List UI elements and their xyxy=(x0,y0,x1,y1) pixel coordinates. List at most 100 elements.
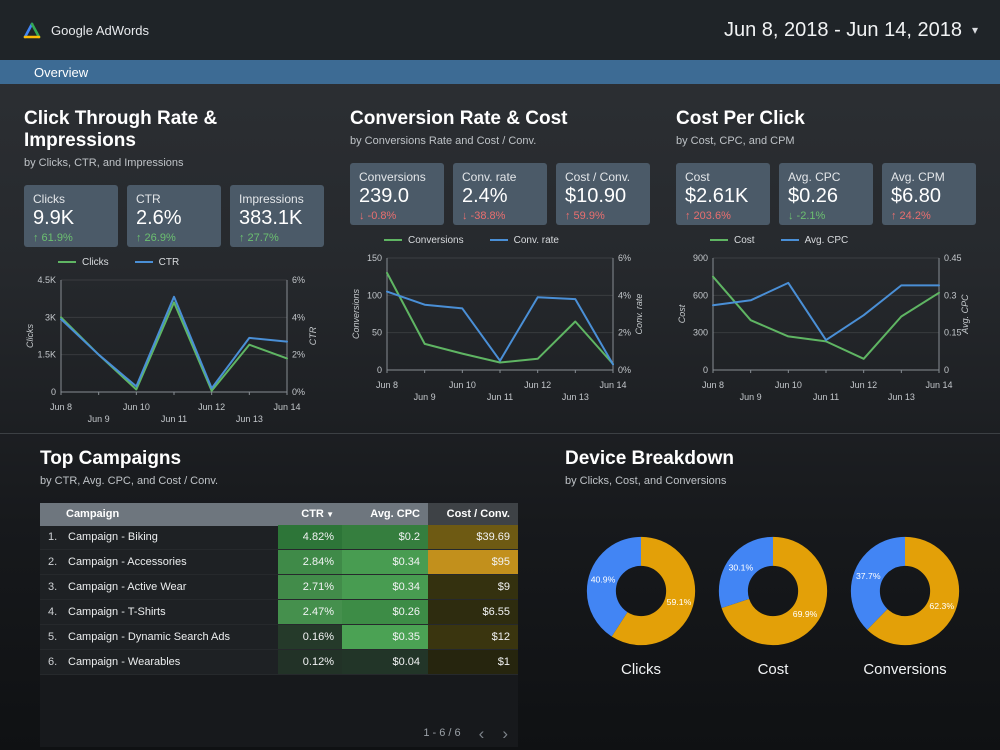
cost-conv-cell: $9 xyxy=(428,575,518,599)
table-row: 3. Campaign - Active Wear 2.71% $0.34 $9 xyxy=(40,575,518,600)
svg-text:Jun 10: Jun 10 xyxy=(123,402,150,412)
donut-chart-svg: 59.1% 40.9% xyxy=(586,536,696,646)
svg-text:Jun 12: Jun 12 xyxy=(198,402,225,412)
cpc-cell: $0.34 xyxy=(342,550,428,574)
svg-text:0: 0 xyxy=(944,365,949,375)
table-body: 1. Campaign - Biking 4.82% $0.2 $39.69 2. Camp… xyxy=(40,525,518,675)
scorecard-delta: ↑ 24.2% xyxy=(891,210,931,222)
brand: Google AdWords xyxy=(22,21,149,40)
scorecard-value: $10.90 xyxy=(565,185,627,207)
section-subtitle: by Clicks, Cost, and Conversions xyxy=(565,475,727,487)
section-subtitle: by CTR, Avg. CPC, and Cost / Conv. xyxy=(40,475,219,487)
legend-swatch xyxy=(384,239,402,242)
svg-text:Jun 12: Jun 12 xyxy=(524,380,551,390)
campaign-cell: 1. Campaign - Biking xyxy=(40,525,278,549)
series-avg-cpc xyxy=(712,281,940,342)
section-subtitle: by Clicks, CTR, and Impressions xyxy=(24,157,184,169)
donut-slice xyxy=(586,536,696,646)
svg-text:Clicks: Clicks xyxy=(25,324,35,348)
ctr-cell: 4.82% xyxy=(278,525,342,549)
donut-cost: 69.9% 30.1% Cost xyxy=(707,533,839,678)
cpc-cell: $0.04 xyxy=(342,650,428,674)
cpc-cell: $0.2 xyxy=(342,525,428,549)
table-row: 2. Campaign - Accessories 2.84% $0.34 $95 xyxy=(40,550,518,575)
section-subtitle: by Conversions Rate and Cost / Conv. xyxy=(350,135,537,147)
bottom-row: Top Campaigns by CTR, Avg. CPC, and Cost… xyxy=(0,433,1000,750)
scorecard-label: Avg. CPM xyxy=(891,170,945,184)
campaign-name: Campaign - Active Wear xyxy=(68,581,187,593)
line-chart-svg: 0 0% 50 2% 100 4% 150 6% Jun 8 Jun 9 Jun 10 Jun 11 J… xyxy=(351,253,644,402)
scorecard-avg-cpc: Avg. CPC $0.26 ↓ -2.1% xyxy=(779,163,873,225)
section-title: Cost Per Click xyxy=(676,108,805,129)
column-header-ctr[interactable]: CTR ▼ xyxy=(278,503,342,526)
column-header-cost[interactable]: Cost / Conv. xyxy=(428,503,518,526)
row-number: 4. xyxy=(48,606,58,618)
arrow-up-icon: ↑ xyxy=(565,210,571,222)
svg-text:6%: 6% xyxy=(618,253,631,263)
chevron-left-icon[interactable]: ‹ xyxy=(478,723,485,743)
table-row: 6. Campaign - Wearables 0.12% $0.04 $1 xyxy=(40,650,518,675)
table-row: 1. Campaign - Biking 4.82% $0.2 $39.69 xyxy=(40,525,518,550)
scorecard-value: 2.6% xyxy=(136,207,182,229)
donut-slice xyxy=(718,536,828,646)
svg-text:Conversions: Conversions xyxy=(351,288,361,339)
brand-name: Google AdWords xyxy=(51,22,150,38)
column-header-campaign[interactable]: Campaign xyxy=(40,503,278,526)
line-chart: 0 0% 50 2% 100 4% 150 6% Jun 8 Jun 9 Jun 10 Jun 11 J… xyxy=(350,248,650,408)
legend-item: Conversions xyxy=(384,235,464,246)
scorecard-clicks: Clicks 9.9K ↑ 61.9% xyxy=(24,185,118,247)
svg-text:Jun 8: Jun 8 xyxy=(702,380,724,390)
svg-text:2%: 2% xyxy=(618,328,631,338)
campaigns-table: Campaign CTR ▼ Avg. CPC Cost / Conv. 1. Camp… xyxy=(40,503,518,747)
scorecards: Conversions 239.0 ↓ -0.8% Conv. rate 2.4% ↓ -… xyxy=(350,163,650,225)
scorecard-value: 2.4% xyxy=(462,185,508,207)
ctr-cell: 0.12% xyxy=(278,650,342,674)
scorecard-value: $6.80 xyxy=(891,185,942,207)
campaign-cell: 6. Campaign - Wearables xyxy=(40,650,278,674)
svg-text:1.5K: 1.5K xyxy=(37,350,56,360)
arrow-up-icon: ↑ xyxy=(685,210,691,222)
scorecard-label: Avg. CPC xyxy=(788,170,841,184)
donut-slice xyxy=(850,536,960,646)
campaign-name: Campaign - T-Shirts xyxy=(68,606,166,618)
tab-overview[interactable]: Overview xyxy=(34,64,89,80)
date-range-picker[interactable]: Jun 8, 2018 - Jun 14, 2018 ▾ xyxy=(724,19,978,42)
svg-text:0: 0 xyxy=(377,365,382,375)
svg-text:4%: 4% xyxy=(292,312,305,322)
legend-swatch xyxy=(710,239,728,242)
adwords-logo-icon xyxy=(23,22,41,38)
column-header-cpc[interactable]: Avg. CPC xyxy=(342,503,428,526)
cost-conv-cell: $95 xyxy=(428,550,518,574)
cost-conv-cell: $1 xyxy=(428,650,518,674)
section-device-breakdown: Device Breakdown by Clicks, Cost, and Co… xyxy=(545,448,977,750)
svg-text:Jun 14: Jun 14 xyxy=(273,402,300,412)
line-chart-svg: 0 0 300 0.15 600 0.3 900 0.45 Jun 8 Jun 9 Jun 10 Ju… xyxy=(677,253,970,402)
scorecard-impressions: Impressions 383.1K ↑ 27.7% xyxy=(230,185,324,247)
svg-text:Jun 14: Jun 14 xyxy=(925,380,952,390)
svg-text:Jun 8: Jun 8 xyxy=(376,380,398,390)
top-row: Click Through Rate & Impressions by Clic… xyxy=(0,84,1000,433)
svg-text:Jun 11: Jun 11 xyxy=(487,392,513,402)
svg-text:Jun 13: Jun 13 xyxy=(236,414,263,424)
section-cost-per-click: Cost Per Click by Cost, CPC, and CPM Cos… xyxy=(676,108,976,433)
chevron-right-icon[interactable]: › xyxy=(502,723,508,743)
chart-legend: Cost Avg. CPC xyxy=(710,235,976,246)
svg-text:0%: 0% xyxy=(292,387,305,397)
scorecard-label: Conversions xyxy=(359,170,426,184)
donut-title: Cost xyxy=(757,661,789,678)
section-title: Device Breakdown xyxy=(565,448,734,469)
row-number: 3. xyxy=(48,581,58,593)
svg-text:Conv. rate: Conv. rate xyxy=(634,294,644,335)
svg-text:0.45: 0.45 xyxy=(944,253,962,263)
scorecard-delta: ↓ -0.8% xyxy=(359,210,397,222)
legend-swatch xyxy=(780,239,799,242)
chart-legend: Conversions Conv. rate xyxy=(384,235,650,246)
svg-text:Jun 10: Jun 10 xyxy=(775,380,802,390)
svg-text:40.9%: 40.9% xyxy=(591,575,616,585)
scorecards: Clicks 9.9K ↑ 61.9% CTR 2.6% ↑ 26.9% Impressio… xyxy=(24,185,324,247)
arrow-down-icon: ↓ xyxy=(359,210,365,222)
svg-text:300: 300 xyxy=(693,328,708,338)
arrow-down-icon: ↓ xyxy=(462,210,468,222)
legend-item: Conv. rate xyxy=(489,235,559,246)
legend-swatch xyxy=(134,261,153,264)
